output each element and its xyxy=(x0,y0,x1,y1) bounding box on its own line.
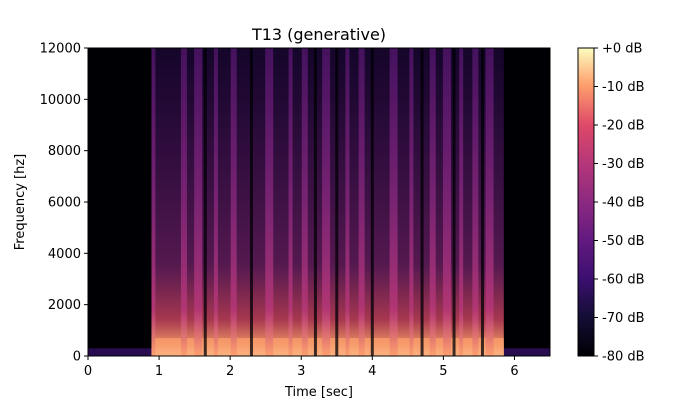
colorbar: +0 dB -10 dB -20 dB -30 dB -40 dB -50 dB -60 d… xyxy=(577,42,645,365)
x-axis-label: Time [sec] xyxy=(284,385,353,400)
spectral-burst xyxy=(180,48,187,356)
silence-gap xyxy=(249,48,253,356)
spectral-burst xyxy=(230,48,237,356)
plot-area xyxy=(87,47,551,357)
spectrogram-heatmap xyxy=(88,48,550,356)
spectral-burst xyxy=(389,48,398,356)
spectral-burst xyxy=(194,48,203,356)
spectral-burst xyxy=(459,48,464,356)
y-tick-label: 12000 xyxy=(40,42,81,57)
spectral-burst xyxy=(301,48,308,356)
y-tick-label: 0 xyxy=(73,350,81,365)
y-axis-label: Frequency [hz] xyxy=(13,154,28,251)
x-tick-label: 1 xyxy=(155,364,163,379)
colorbar-tick-label: -10 dB xyxy=(602,80,645,95)
chart-title: T13 (generative) xyxy=(251,25,386,44)
y-tick-label: 2000 xyxy=(48,298,81,313)
x-axis-ticks: 0 1 2 3 4 5 6 xyxy=(84,356,519,379)
spectral-burst xyxy=(472,48,479,356)
silence-gap xyxy=(335,48,339,356)
spectral-burst xyxy=(151,48,156,356)
colorbar-ticks: +0 dB -10 dB -20 dB -30 dB -40 dB -50 dB -60 d… xyxy=(594,42,645,365)
x-tick-label: 4 xyxy=(368,364,376,379)
spectral-burst xyxy=(409,48,414,356)
x-tick-label: 0 xyxy=(84,364,92,379)
y-tick-label: 4000 xyxy=(48,247,81,262)
colorbar-tick-label: -60 dB xyxy=(602,273,645,288)
silence-gap xyxy=(480,48,484,356)
spectral-burst xyxy=(442,48,451,356)
silence-gap xyxy=(313,48,317,356)
x-tick-label: 3 xyxy=(297,364,305,379)
colorbar-tick-label: -50 dB xyxy=(602,234,645,249)
spectral-burst xyxy=(213,48,218,356)
silence-gap xyxy=(370,48,374,356)
spectral-burst xyxy=(345,48,350,356)
spectral-burst xyxy=(322,48,331,356)
spectral-burst xyxy=(429,48,436,356)
y-tick-label: 10000 xyxy=(40,93,81,108)
spectral-burst xyxy=(265,48,274,356)
colorbar-tick-label: -70 dB xyxy=(602,311,645,326)
silence-gap xyxy=(452,48,456,356)
x-tick-label: 5 xyxy=(439,364,447,379)
colorbar-tick-label: -80 dB xyxy=(602,350,645,365)
y-tick-label: 6000 xyxy=(48,196,81,211)
spectral-burst xyxy=(288,48,293,356)
silence-gap xyxy=(420,48,424,356)
x-tick-label: 6 xyxy=(510,364,518,379)
x-tick-label: 2 xyxy=(226,364,234,379)
silence-gap xyxy=(203,48,207,356)
spectral-burst xyxy=(485,48,494,356)
y-axis-ticks: 0 2000 4000 6000 8000 10000 12000 xyxy=(40,42,88,365)
y-tick-label: 8000 xyxy=(48,144,81,159)
spectral-burst xyxy=(358,48,365,356)
colorbar-tick-label: +0 dB xyxy=(602,42,642,57)
colorbar-tick-label: -20 dB xyxy=(602,119,645,134)
colorbar-tick-label: -40 dB xyxy=(602,196,645,211)
colorbar-tick-label: -30 dB xyxy=(602,157,645,172)
